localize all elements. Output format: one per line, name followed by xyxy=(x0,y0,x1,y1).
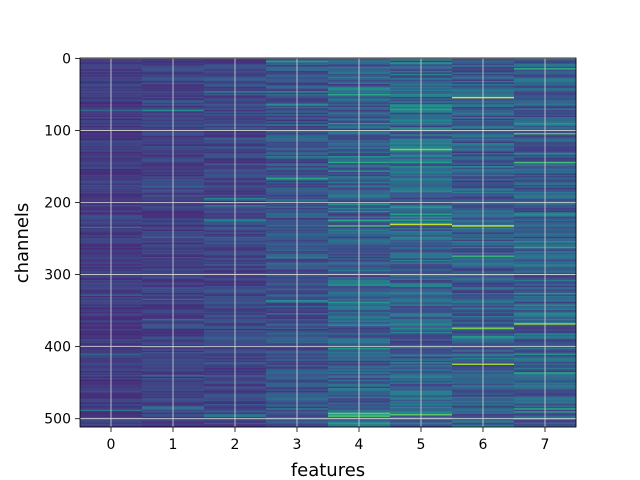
x-tick-label: 2 xyxy=(231,437,240,453)
heatmap-cells xyxy=(80,58,577,428)
x-axis-label: features xyxy=(291,460,365,480)
x-tick-label: 6 xyxy=(479,437,488,453)
y-tick-label: 400 xyxy=(44,340,71,356)
y-axis-ticks: 0 100 200 300 400 500 xyxy=(44,51,80,428)
x-tick-label: 3 xyxy=(293,437,302,453)
x-tick-label: 1 xyxy=(169,437,178,453)
y-axis-label: channels xyxy=(12,203,33,284)
y-tick-label: 300 xyxy=(44,268,71,284)
x-tick-label: 5 xyxy=(417,437,426,453)
x-axis-ticks: 0 1 2 3 4 5 6 7 xyxy=(107,427,550,453)
y-tick-label: 200 xyxy=(44,196,71,212)
y-tick-label: 500 xyxy=(44,412,71,428)
x-tick-label: 7 xyxy=(541,437,550,453)
grid-lines xyxy=(80,57,576,427)
y-tick-label: 0 xyxy=(62,51,71,67)
y-tick-label: 100 xyxy=(44,123,71,139)
x-tick-label: 4 xyxy=(355,437,364,453)
plot-frame xyxy=(79,57,577,428)
x-tick-label: 0 xyxy=(107,437,116,453)
